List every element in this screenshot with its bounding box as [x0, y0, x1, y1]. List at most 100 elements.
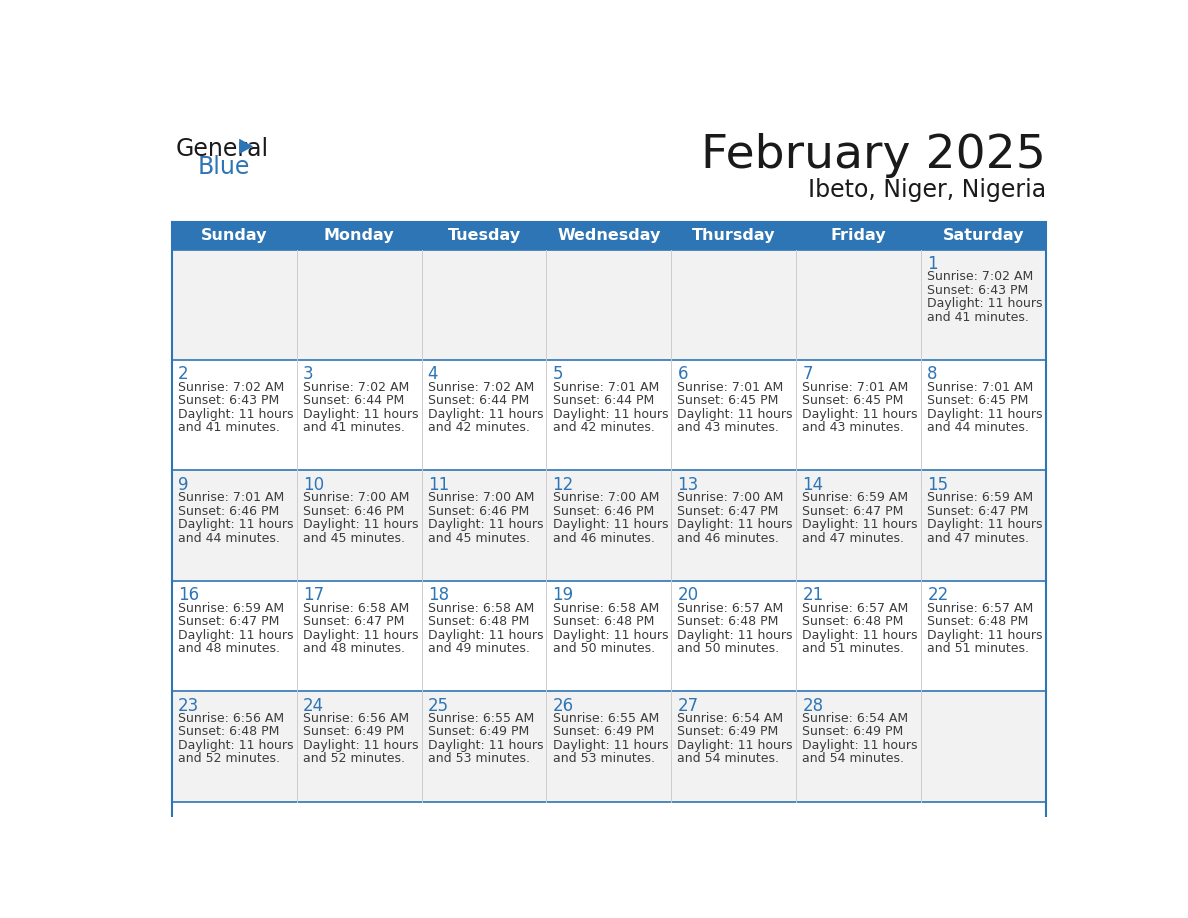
Text: Sunrise: 6:57 AM: Sunrise: 6:57 AM — [802, 601, 909, 614]
Text: Sunrise: 7:01 AM: Sunrise: 7:01 AM — [677, 381, 784, 394]
Text: 26: 26 — [552, 697, 574, 714]
Text: Sunset: 6:45 PM: Sunset: 6:45 PM — [677, 394, 779, 408]
Text: 3: 3 — [303, 365, 314, 384]
Text: Sunset: 6:44 PM: Sunset: 6:44 PM — [303, 394, 404, 408]
Text: and 53 minutes.: and 53 minutes. — [552, 753, 655, 766]
Bar — [671, 222, 796, 250]
Text: Sunrise: 7:00 AM: Sunrise: 7:00 AM — [303, 491, 409, 504]
Text: Sunset: 6:49 PM: Sunset: 6:49 PM — [303, 725, 404, 738]
Text: Daylight: 11 hours: Daylight: 11 hours — [552, 739, 668, 752]
Text: Ibeto, Niger, Nigeria: Ibeto, Niger, Nigeria — [808, 178, 1045, 202]
Text: and 44 minutes.: and 44 minutes. — [928, 421, 1029, 434]
Text: Sunset: 6:44 PM: Sunset: 6:44 PM — [428, 394, 529, 408]
Text: Sunset: 6:46 PM: Sunset: 6:46 PM — [428, 505, 529, 518]
Polygon shape — [239, 139, 253, 154]
Text: Sunrise: 6:58 AM: Sunrise: 6:58 AM — [303, 601, 409, 614]
Text: Sunrise: 7:02 AM: Sunrise: 7:02 AM — [428, 381, 533, 394]
Text: Sunset: 6:47 PM: Sunset: 6:47 PM — [677, 505, 779, 518]
Bar — [172, 222, 1045, 829]
Text: Sunrise: 7:01 AM: Sunrise: 7:01 AM — [552, 381, 659, 394]
Text: Sunrise: 7:02 AM: Sunrise: 7:02 AM — [303, 381, 409, 394]
Text: Daylight: 11 hours: Daylight: 11 hours — [677, 408, 794, 420]
Text: and 43 minutes.: and 43 minutes. — [802, 421, 904, 434]
Text: and 54 minutes.: and 54 minutes. — [802, 753, 904, 766]
Text: Daylight: 11 hours: Daylight: 11 hours — [928, 408, 1043, 420]
Text: Sunset: 6:49 PM: Sunset: 6:49 PM — [428, 725, 529, 738]
Text: Daylight: 11 hours: Daylight: 11 hours — [428, 629, 543, 642]
Text: and 51 minutes.: and 51 minutes. — [928, 642, 1029, 655]
Text: 24: 24 — [303, 697, 324, 714]
Text: Daylight: 11 hours: Daylight: 11 hours — [178, 739, 293, 752]
Bar — [172, 250, 1045, 360]
Text: and 48 minutes.: and 48 minutes. — [303, 642, 405, 655]
Text: Sunset: 6:46 PM: Sunset: 6:46 PM — [178, 505, 279, 518]
Text: 13: 13 — [677, 476, 699, 494]
Bar — [546, 222, 671, 250]
Text: Sunrise: 6:57 AM: Sunrise: 6:57 AM — [928, 601, 1034, 614]
Text: Daylight: 11 hours: Daylight: 11 hours — [303, 408, 418, 420]
Text: and 52 minutes.: and 52 minutes. — [178, 753, 280, 766]
Bar — [796, 222, 921, 250]
Text: Monday: Monday — [324, 229, 394, 243]
Text: 28: 28 — [802, 697, 823, 714]
Text: Sunset: 6:48 PM: Sunset: 6:48 PM — [428, 615, 529, 628]
Text: February 2025: February 2025 — [701, 133, 1045, 178]
Text: Sunrise: 6:56 AM: Sunrise: 6:56 AM — [303, 712, 409, 725]
Text: Sunset: 6:47 PM: Sunset: 6:47 PM — [178, 615, 279, 628]
Text: Sunrise: 6:57 AM: Sunrise: 6:57 AM — [677, 601, 784, 614]
Text: Sunrise: 7:02 AM: Sunrise: 7:02 AM — [178, 381, 284, 394]
Text: Sunset: 6:45 PM: Sunset: 6:45 PM — [802, 394, 904, 408]
Text: Sunrise: 7:00 AM: Sunrise: 7:00 AM — [428, 491, 535, 504]
Text: 15: 15 — [928, 476, 948, 494]
Text: 19: 19 — [552, 587, 574, 604]
Text: Blue: Blue — [197, 155, 249, 179]
Text: 1: 1 — [928, 255, 937, 273]
Text: Daylight: 11 hours: Daylight: 11 hours — [303, 739, 418, 752]
Text: 21: 21 — [802, 587, 823, 604]
Text: 16: 16 — [178, 587, 200, 604]
Bar — [172, 470, 1045, 581]
Text: and 47 minutes.: and 47 minutes. — [802, 532, 904, 544]
Text: Daylight: 11 hours: Daylight: 11 hours — [552, 408, 668, 420]
Text: 18: 18 — [428, 587, 449, 604]
Text: Sunrise: 6:54 AM: Sunrise: 6:54 AM — [677, 712, 784, 725]
Text: Daylight: 11 hours: Daylight: 11 hours — [303, 629, 418, 642]
Text: Sunset: 6:48 PM: Sunset: 6:48 PM — [552, 615, 653, 628]
Text: Sunset: 6:49 PM: Sunset: 6:49 PM — [802, 725, 904, 738]
Bar — [172, 581, 1045, 691]
Text: and 45 minutes.: and 45 minutes. — [303, 532, 405, 544]
Text: 4: 4 — [428, 365, 438, 384]
Text: 14: 14 — [802, 476, 823, 494]
Text: Sunset: 6:47 PM: Sunset: 6:47 PM — [802, 505, 904, 518]
Bar — [172, 360, 1045, 470]
Text: Sunrise: 6:58 AM: Sunrise: 6:58 AM — [552, 601, 659, 614]
Text: and 42 minutes.: and 42 minutes. — [552, 421, 655, 434]
Text: Daylight: 11 hours: Daylight: 11 hours — [677, 518, 794, 532]
Text: and 50 minutes.: and 50 minutes. — [552, 642, 655, 655]
Text: 10: 10 — [303, 476, 324, 494]
Text: and 48 minutes.: and 48 minutes. — [178, 642, 280, 655]
Text: Sunrise: 6:59 AM: Sunrise: 6:59 AM — [178, 601, 284, 614]
Text: Sunset: 6:48 PM: Sunset: 6:48 PM — [677, 615, 779, 628]
Text: Sunset: 6:47 PM: Sunset: 6:47 PM — [928, 505, 1029, 518]
Text: Thursday: Thursday — [691, 229, 776, 243]
Text: Sunset: 6:48 PM: Sunset: 6:48 PM — [802, 615, 904, 628]
Text: Daylight: 11 hours: Daylight: 11 hours — [428, 739, 543, 752]
Text: Sunset: 6:46 PM: Sunset: 6:46 PM — [303, 505, 404, 518]
Text: Sunrise: 6:54 AM: Sunrise: 6:54 AM — [802, 712, 909, 725]
Text: Sunset: 6:44 PM: Sunset: 6:44 PM — [552, 394, 653, 408]
Text: Daylight: 11 hours: Daylight: 11 hours — [428, 518, 543, 532]
Text: 22: 22 — [928, 587, 948, 604]
Text: Sunset: 6:45 PM: Sunset: 6:45 PM — [928, 394, 1029, 408]
Text: Daylight: 11 hours: Daylight: 11 hours — [677, 739, 794, 752]
Text: Daylight: 11 hours: Daylight: 11 hours — [552, 629, 668, 642]
Text: and 53 minutes.: and 53 minutes. — [428, 753, 530, 766]
Text: Daylight: 11 hours: Daylight: 11 hours — [802, 739, 918, 752]
Text: Sunset: 6:48 PM: Sunset: 6:48 PM — [928, 615, 1029, 628]
Text: Daylight: 11 hours: Daylight: 11 hours — [802, 629, 918, 642]
Text: 20: 20 — [677, 587, 699, 604]
Text: and 52 minutes.: and 52 minutes. — [303, 753, 405, 766]
Text: Sunrise: 6:59 AM: Sunrise: 6:59 AM — [802, 491, 909, 504]
Text: Wednesday: Wednesday — [557, 229, 661, 243]
Text: 23: 23 — [178, 697, 200, 714]
